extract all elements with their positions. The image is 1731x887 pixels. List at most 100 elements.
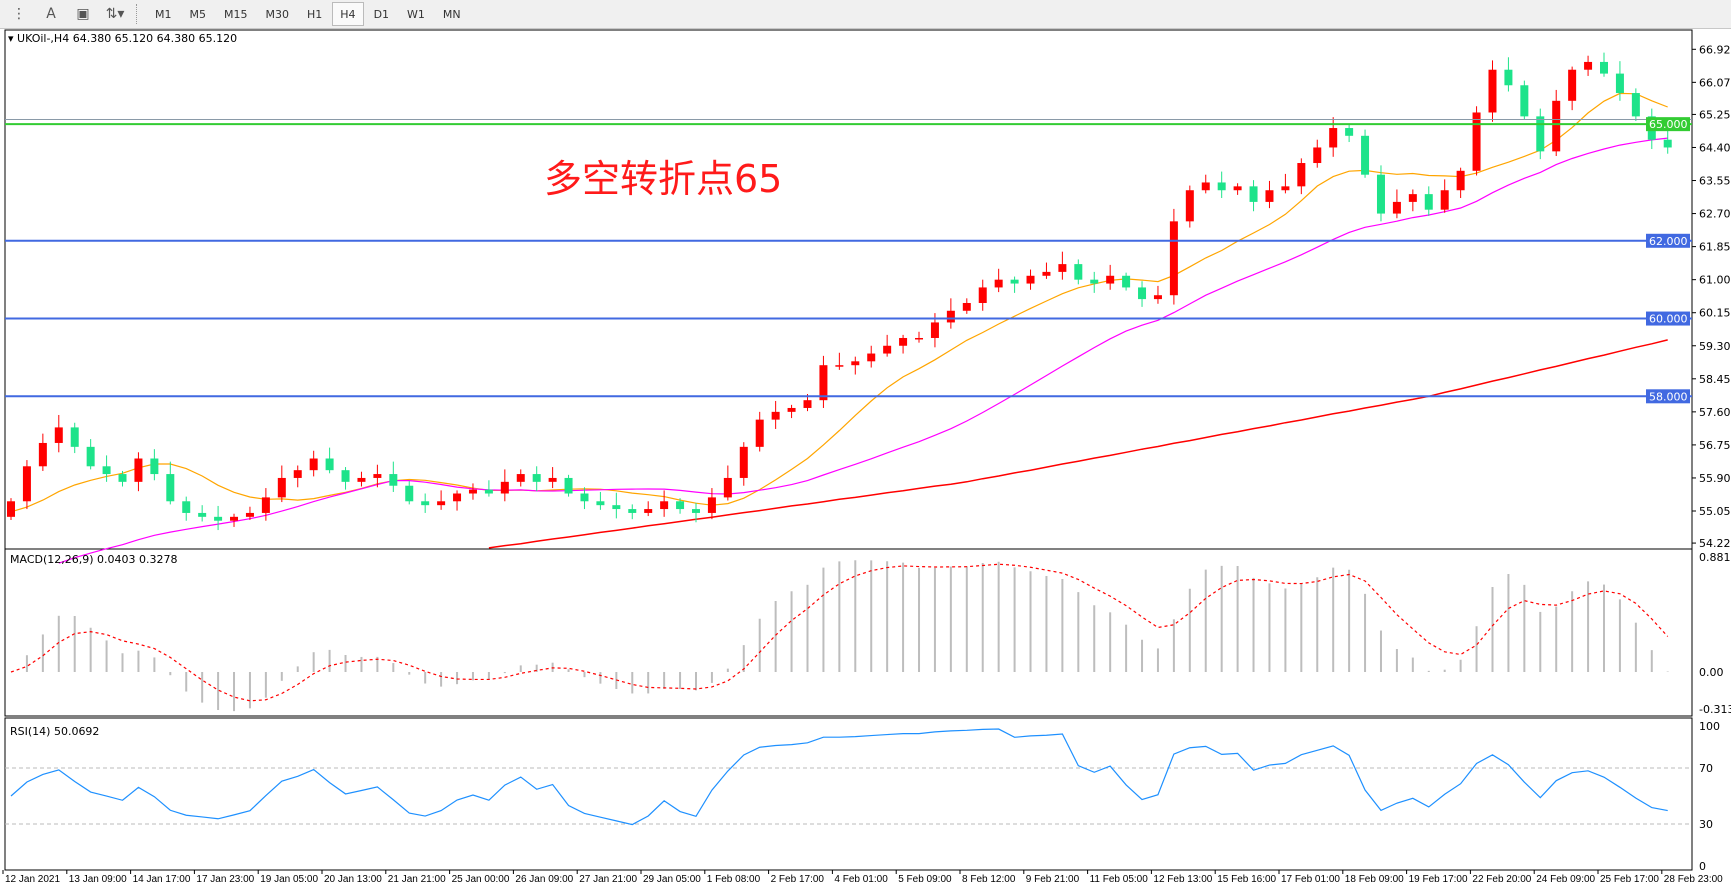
candle bbox=[580, 487, 589, 510]
candle bbox=[341, 467, 350, 490]
time-axis-label: 9 Feb 21:00 bbox=[1026, 874, 1080, 885]
candle bbox=[1663, 128, 1672, 154]
candle bbox=[1424, 186, 1433, 216]
timeframe-m5[interactable]: M5 bbox=[189, 7, 207, 21]
timeframe-m30[interactable]: M30 bbox=[265, 7, 290, 21]
candle bbox=[1106, 264, 1115, 290]
candle-body bbox=[134, 458, 143, 482]
candle bbox=[1153, 285, 1162, 304]
candle-body bbox=[1600, 61, 1608, 74]
candle bbox=[245, 506, 254, 520]
candle-body bbox=[1106, 275, 1115, 284]
candle-body bbox=[564, 477, 573, 494]
candle bbox=[1090, 271, 1099, 293]
timeframe-m15[interactable]: M15 bbox=[224, 7, 248, 21]
candle bbox=[548, 467, 557, 489]
candle-body bbox=[293, 470, 302, 478]
price-axis-label: 55.900 bbox=[1699, 472, 1731, 485]
time-axis-label: 11 Feb 05:00 bbox=[1090, 874, 1149, 885]
candle-body bbox=[325, 458, 334, 471]
candle-body bbox=[1058, 264, 1067, 272]
candle bbox=[468, 483, 477, 500]
candle-body bbox=[851, 361, 860, 366]
rsi-panel bbox=[4, 717, 1693, 871]
time-axis-label: 4 Feb 01:00 bbox=[834, 874, 888, 885]
time-axis-label: 17 Feb 01:00 bbox=[1281, 874, 1340, 885]
price-axis-label: 66.075 bbox=[1699, 76, 1731, 89]
candle-body bbox=[150, 458, 159, 475]
candle bbox=[978, 279, 987, 311]
candle-body bbox=[484, 489, 493, 494]
candle-body bbox=[70, 427, 79, 447]
candle-body bbox=[915, 337, 924, 340]
candle-body bbox=[1297, 163, 1306, 187]
candle-body bbox=[548, 477, 557, 482]
candle bbox=[787, 404, 796, 419]
timeframe-mn[interactable]: MN bbox=[442, 7, 461, 21]
price-axis-label: 61.850 bbox=[1699, 241, 1731, 254]
time-axis-label: 28 Feb 23:00 bbox=[1664, 874, 1723, 885]
candle bbox=[357, 471, 366, 487]
candle-body bbox=[691, 509, 700, 513]
time-axis-label: 1 Feb 08:00 bbox=[707, 874, 761, 885]
candle-body bbox=[1042, 271, 1051, 276]
timeframe-w1[interactable]: W1 bbox=[407, 7, 425, 21]
time-axis-label: 27 Jan 21:00 bbox=[579, 874, 637, 885]
candle bbox=[1265, 180, 1274, 209]
candle-body bbox=[405, 485, 414, 502]
time-axis-label: 12 Jan 2021 bbox=[5, 874, 60, 885]
price-axis-label: 56.750 bbox=[1699, 439, 1731, 452]
candle bbox=[1408, 189, 1417, 212]
candle bbox=[883, 334, 892, 357]
text-label-icon[interactable]: ▣ bbox=[76, 6, 90, 22]
candle bbox=[851, 356, 860, 375]
chart-window[interactable]: 66.925 66.075 65.250 64.400 63.550 62.700 61.8… bbox=[0, 29, 1731, 887]
candle-body bbox=[1456, 170, 1465, 191]
candle-body bbox=[1552, 100, 1561, 152]
price-axis-label: 55.050 bbox=[1699, 505, 1731, 518]
price-axis-label: 54.225 bbox=[1699, 537, 1731, 550]
candle-body bbox=[612, 505, 621, 510]
rsi-axis-label: 100 bbox=[1699, 720, 1720, 733]
ma-fast-line bbox=[10, 92, 1668, 513]
candle-body bbox=[1153, 295, 1162, 300]
candle-body bbox=[1281, 186, 1290, 191]
level-label: 60.000 bbox=[1649, 313, 1688, 326]
ma-mid-line bbox=[58, 137, 1668, 564]
candle-body bbox=[660, 501, 669, 510]
candle-body bbox=[341, 470, 350, 482]
candle bbox=[1122, 272, 1131, 291]
candle bbox=[1631, 88, 1640, 122]
candle-body bbox=[771, 411, 780, 420]
candle-body bbox=[1217, 182, 1226, 191]
price-axis-label: 60.150 bbox=[1699, 307, 1731, 320]
period-separator-icon[interactable]: ⋮ bbox=[12, 6, 26, 22]
candle bbox=[867, 345, 876, 368]
candle-body bbox=[1488, 69, 1497, 113]
candle bbox=[946, 298, 955, 329]
candle-body bbox=[38, 442, 47, 467]
candle bbox=[596, 491, 605, 510]
candle bbox=[1297, 158, 1306, 195]
rsi-axis-label: 0 bbox=[1699, 860, 1706, 873]
time-axis-label: 26 Jan 09:00 bbox=[515, 874, 573, 885]
candle bbox=[1233, 183, 1242, 195]
candle bbox=[484, 480, 493, 497]
timeframe-h4[interactable]: H4 bbox=[332, 2, 364, 26]
candle-body bbox=[1026, 275, 1035, 284]
candle-body bbox=[245, 512, 254, 517]
arrows-icon[interactable]: ⇅▾ bbox=[105, 6, 125, 22]
timeframe-m1[interactable]: M1 bbox=[155, 7, 172, 21]
candle bbox=[1584, 55, 1593, 76]
candle-body bbox=[1185, 190, 1194, 222]
price-axis-label: 64.400 bbox=[1699, 141, 1731, 154]
text-icon[interactable]: A bbox=[46, 6, 56, 22]
candle-body bbox=[1408, 194, 1417, 202]
timeframe-h1[interactable]: H1 bbox=[307, 7, 323, 21]
candle-body bbox=[277, 477, 286, 498]
candle bbox=[644, 501, 653, 517]
timeframe-d1[interactable]: D1 bbox=[373, 7, 390, 21]
candle bbox=[915, 331, 924, 343]
candle bbox=[325, 447, 334, 474]
candle bbox=[134, 452, 143, 492]
